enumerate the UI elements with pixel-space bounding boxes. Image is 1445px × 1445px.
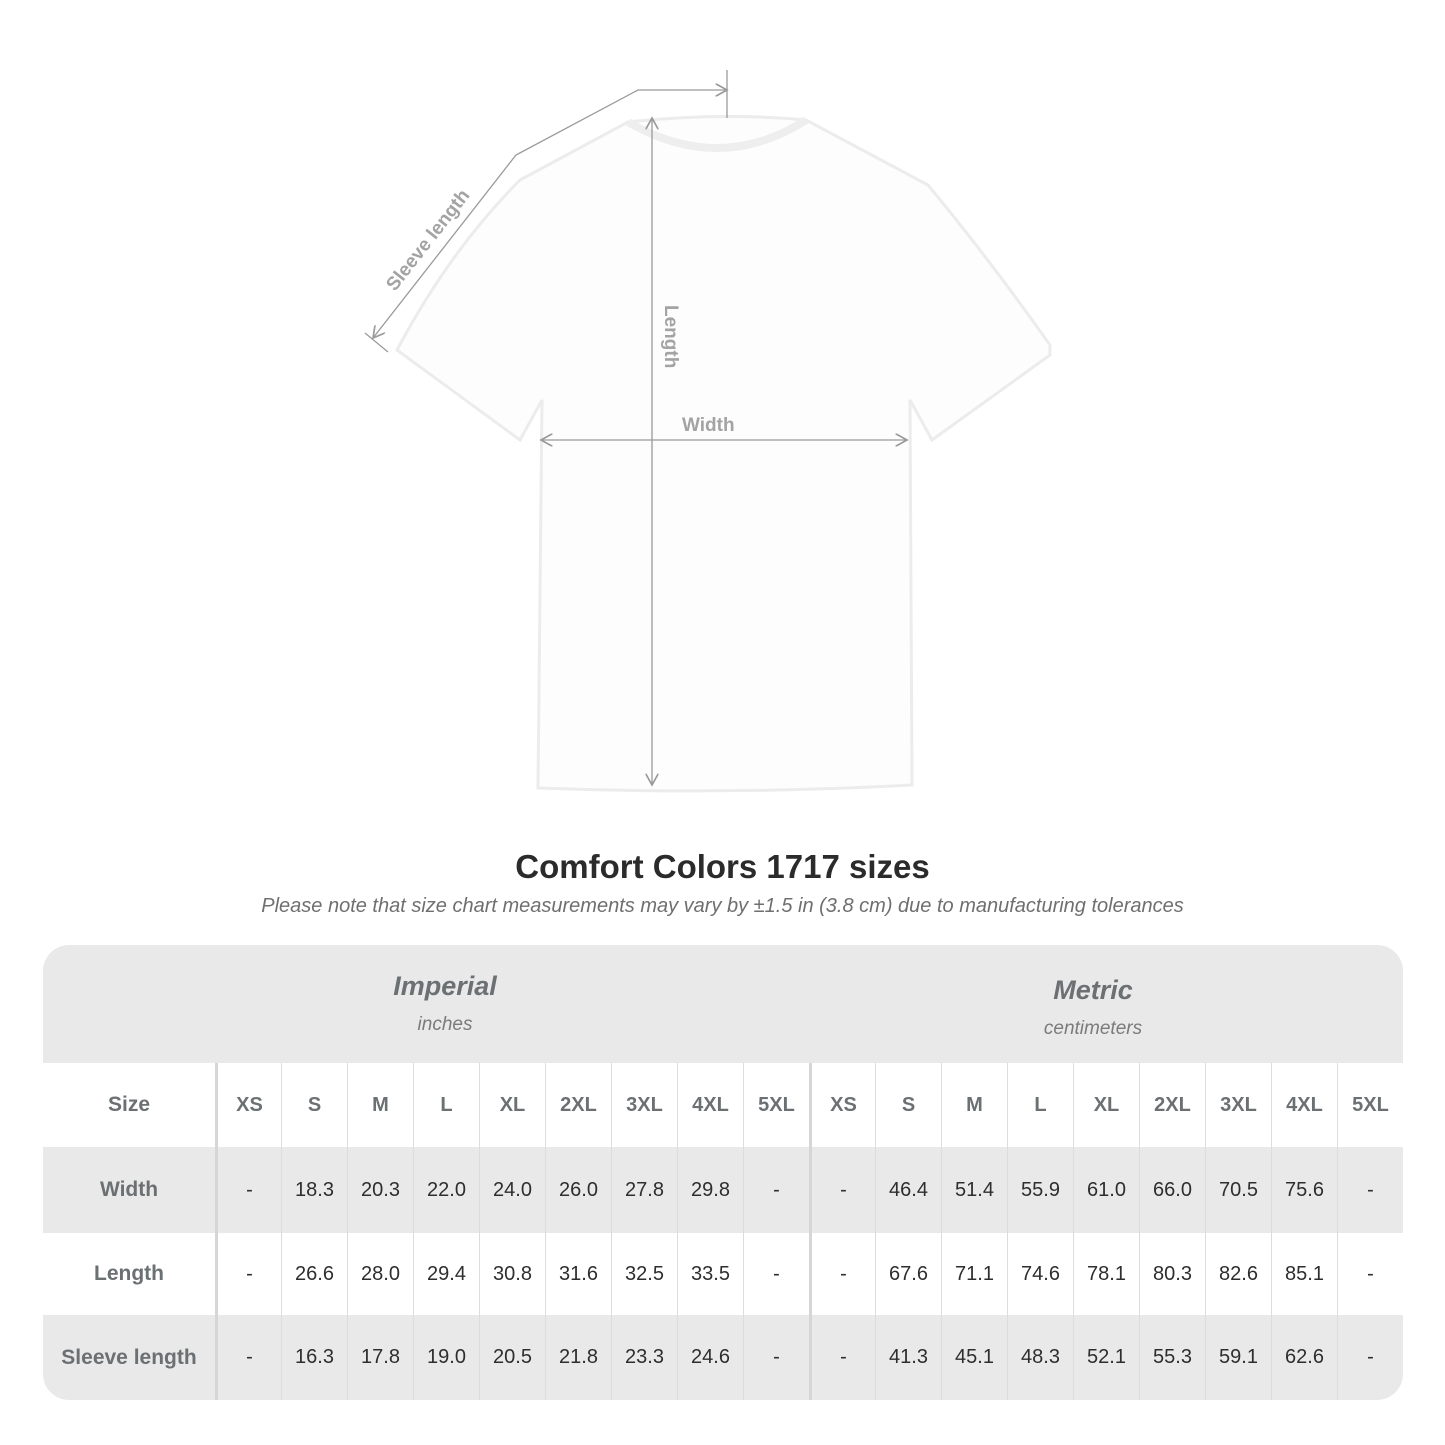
metric-size-2xl: 2XL [1139, 1063, 1205, 1147]
imperial-size-s: S [281, 1063, 347, 1147]
row-label: Sleeve length [61, 1345, 197, 1369]
imperial-size-5xl: 5XL [743, 1063, 809, 1147]
imperial-size-xs: XS [215, 1063, 281, 1147]
metric-value: 46.4 [875, 1147, 941, 1233]
metric-value: - [1337, 1233, 1403, 1315]
metric-size-m: M [941, 1063, 1007, 1147]
metric-value: 55.3 [1139, 1315, 1205, 1400]
imperial-value: 16.3 [281, 1315, 347, 1400]
measurement-row-width: Width -18.3 20.3 22.0 24.0 26.0 27.8 29.8- -46.4… [43, 1147, 1403, 1233]
metric-size-4xl: 4XL [1271, 1063, 1337, 1147]
imperial-value: 22.0 [413, 1147, 479, 1233]
unit-header-band [43, 945, 1403, 1063]
measurement-row-length: Length -26.6 28.0 29.4 30.8 31.6 32.5 33.5- -67.… [43, 1233, 1403, 1315]
metric-value: 59.1 [1205, 1315, 1271, 1400]
imperial-value: 31.6 [545, 1233, 611, 1315]
imperial-value: 29.4 [413, 1233, 479, 1315]
row-label: Width [99, 1178, 159, 1201]
metric-value: - [1337, 1315, 1403, 1400]
metric-value: 66.0 [1139, 1147, 1205, 1233]
metric-value: 80.3 [1139, 1233, 1205, 1315]
imperial-value: - [743, 1315, 809, 1400]
metric-size-5xl: 5XL [1337, 1063, 1403, 1147]
width-label: Width [682, 415, 735, 436]
imperial-value: 19.0 [413, 1315, 479, 1400]
metric-value: 55.9 [1007, 1147, 1073, 1233]
metric-value: - [809, 1233, 875, 1315]
imperial-value: 33.5 [677, 1233, 743, 1315]
metric-value: 70.5 [1205, 1147, 1271, 1233]
metric-size-3xl: 3XL [1205, 1063, 1271, 1147]
imperial-size-xl: XL [479, 1063, 545, 1147]
page-title: Comfort Colors 1717 sizes [515, 848, 930, 885]
imperial-value: 24.6 [677, 1315, 743, 1400]
metric-value: - [809, 1147, 875, 1233]
imperial-value: 29.8 [677, 1147, 743, 1233]
metric-size-xl: XL [1073, 1063, 1139, 1147]
tshirt-shape [395, 114, 1052, 793]
metric-value: 52.1 [1073, 1315, 1139, 1400]
metric-value: 67.6 [875, 1233, 941, 1315]
imperial-value: 21.8 [545, 1315, 611, 1400]
metric-size-xs: XS [809, 1063, 875, 1147]
imperial-value: 32.5 [611, 1233, 677, 1315]
imperial-size-m: M [347, 1063, 413, 1147]
metric-value: 41.3 [875, 1315, 941, 1400]
imperial-unit: inches [417, 1014, 473, 1035]
metric-size-l: L [1007, 1063, 1073, 1147]
imperial-value: 24.0 [479, 1147, 545, 1233]
measurement-row-sleeve-length: Sleeve length -16.3 17.8 19.0 20.5 21.8 23.3 24… [43, 1315, 1403, 1400]
imperial-size-l: L [413, 1063, 479, 1147]
imperial-value: 20.3 [347, 1147, 413, 1233]
imperial-value: 27.8 [611, 1147, 677, 1233]
size-label: Size [107, 1093, 151, 1116]
sleeve-measure-line [373, 90, 727, 338]
metric-value: 48.3 [1007, 1315, 1073, 1400]
metric-value: 85.1 [1271, 1233, 1337, 1315]
imperial-title: Imperial [393, 971, 497, 1001]
metric-header: Metric centimeters [863, 975, 1323, 1040]
imperial-value: - [743, 1233, 809, 1315]
imperial-value: 20.5 [479, 1315, 545, 1400]
metric-value: 62.6 [1271, 1315, 1337, 1400]
metric-value: 61.0 [1073, 1147, 1139, 1233]
imperial-header: Imperial inches [215, 971, 675, 1036]
metric-value: 45.1 [941, 1315, 1007, 1400]
metric-value: 51.4 [941, 1147, 1007, 1233]
imperial-value: 23.3 [611, 1315, 677, 1400]
imperial-size-3xl: 3XL [611, 1063, 677, 1147]
length-label: Length [660, 305, 681, 368]
metric-value: 82.6 [1205, 1233, 1271, 1315]
size-table: Imperial inches Metric centimeters Size X… [43, 945, 1403, 1400]
imperial-value: 30.8 [479, 1233, 545, 1315]
size-header-row: Size XS S M L XL 2XL 3XL 4XL 5XL XS S M L XL 2XL 3XL 4XL 5… [43, 1063, 1403, 1147]
tolerance-note: Please note that size chart measurements… [261, 895, 1184, 917]
row-label: Length [94, 1262, 164, 1285]
imperial-value: 17.8 [347, 1315, 413, 1400]
imperial-size-4xl: 4XL [677, 1063, 743, 1147]
tshirt-diagram: Sleeve length Length Width [364, 70, 1052, 793]
metric-value: - [809, 1315, 875, 1400]
metric-value: 74.6 [1007, 1233, 1073, 1315]
metric-title: Metric [1053, 975, 1133, 1005]
metric-value: 78.1 [1073, 1233, 1139, 1315]
metric-unit: centimeters [1043, 1018, 1143, 1039]
imperial-value: - [215, 1233, 281, 1315]
metric-value: 71.1 [941, 1233, 1007, 1315]
imperial-value: - [215, 1315, 281, 1400]
imperial-value: 26.6 [281, 1233, 347, 1315]
metric-size-s: S [875, 1063, 941, 1147]
metric-value: - [1337, 1147, 1403, 1233]
imperial-value: 18.3 [281, 1147, 347, 1233]
imperial-value: 28.0 [347, 1233, 413, 1315]
imperial-size-2xl: 2XL [545, 1063, 611, 1147]
imperial-value: - [215, 1147, 281, 1233]
imperial-value: 26.0 [545, 1147, 611, 1233]
metric-value: 75.6 [1271, 1147, 1337, 1233]
imperial-value: - [743, 1147, 809, 1233]
